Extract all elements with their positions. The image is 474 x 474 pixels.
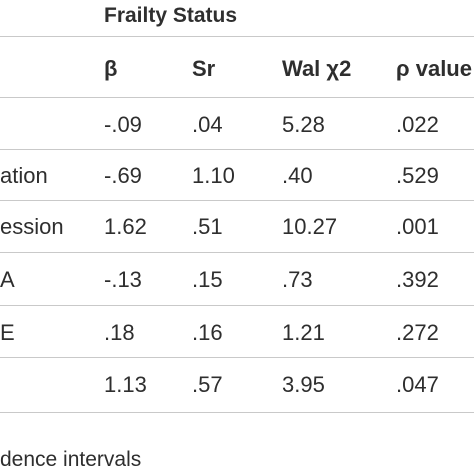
row-label: E — [0, 320, 15, 345]
row-divider — [0, 357, 474, 358]
cell-p: .001 — [396, 214, 439, 239]
col-header-sr: Sr — [192, 56, 216, 81]
row-label: ession — [0, 214, 64, 239]
cell-wald: 10.27 — [282, 214, 338, 239]
cell-beta: -.69 — [104, 163, 142, 188]
row-label: ation — [0, 163, 48, 188]
cell-p: .392 — [396, 267, 439, 292]
row-divider — [0, 305, 474, 306]
cell-sr: .16 — [192, 320, 223, 345]
cell-sr: 1.10 — [192, 163, 235, 188]
cell-wald: 5.28 — [282, 112, 325, 137]
cell-sr: .04 — [192, 112, 223, 137]
row-divider — [0, 200, 474, 201]
cell-wald: 1.21 — [282, 320, 325, 345]
cell-wald: 3.95 — [282, 372, 325, 397]
col-header-p: ρ value — [396, 56, 472, 81]
cell-wald: .40 — [282, 163, 313, 188]
cell-p: .047 — [396, 372, 439, 397]
cell-sr: .57 — [192, 372, 223, 397]
group-header: Frailty Status — [104, 4, 238, 27]
cell-beta: -.09 — [104, 112, 142, 137]
row-label: A — [0, 267, 15, 292]
table-bottom-rule — [0, 412, 474, 413]
cell-beta: 1.13 — [104, 372, 147, 397]
col-header-wald: Wal χ2 — [282, 56, 352, 81]
cell-beta: .18 — [104, 320, 135, 345]
cell-p: .272 — [396, 320, 439, 345]
cell-beta: 1.62 — [104, 214, 147, 239]
col-header-beta: β — [104, 56, 118, 81]
group-header-underline — [0, 36, 474, 37]
row-divider — [0, 149, 474, 150]
cell-wald: .73 — [282, 267, 313, 292]
cell-sr: .15 — [192, 267, 223, 292]
header-divider — [0, 97, 474, 98]
cell-p: .022 — [396, 112, 439, 137]
cell-sr: .51 — [192, 214, 223, 239]
cell-beta: -.13 — [104, 267, 142, 292]
cell-p: .529 — [396, 163, 439, 188]
table-footnote: dence intervals — [0, 448, 142, 471]
row-divider — [0, 252, 474, 253]
